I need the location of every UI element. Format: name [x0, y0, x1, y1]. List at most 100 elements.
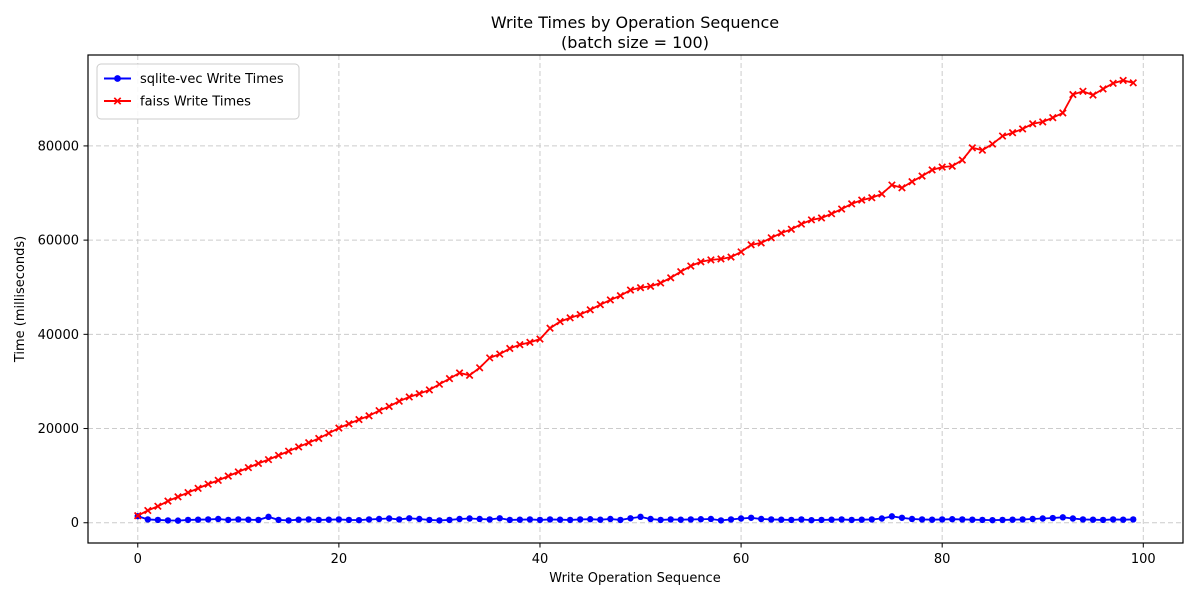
data-point-x [355, 415, 363, 424]
data-point-circle [154, 516, 162, 524]
data-point-circle [647, 515, 654, 523]
data-point-circle [235, 516, 242, 523]
data-point-x [576, 310, 584, 319]
x-tick-label: 80 [934, 552, 951, 567]
data-point-x [616, 291, 625, 300]
data-point-x [154, 502, 162, 511]
data-point-x [485, 354, 494, 362]
data-point-circle [1069, 515, 1077, 522]
data-point-x [837, 205, 846, 213]
data-point-x [566, 314, 574, 322]
data-point-circle [1089, 516, 1097, 523]
series-layer [133, 76, 1138, 524]
data-point-circle [788, 516, 795, 524]
data-point-circle [617, 516, 624, 524]
x-tick-label: 0 [134, 552, 142, 567]
data-point-circle [426, 516, 433, 524]
data-point-x [1008, 128, 1017, 137]
data-point-x [385, 402, 393, 411]
data-point-circle [1019, 516, 1026, 523]
data-point-x [1079, 87, 1087, 96]
data-point-circle [255, 516, 262, 524]
data-point-x [717, 255, 725, 263]
data-point-circle [204, 516, 212, 523]
data-point-circle [989, 516, 996, 524]
y-tick-label: 80000 [38, 139, 79, 154]
series-line [137, 515, 1134, 522]
data-point-x [888, 181, 896, 189]
data-point-circle [908, 515, 916, 523]
data-point-circle [416, 515, 423, 523]
data-point-x [546, 324, 554, 333]
data-point-x [948, 162, 957, 170]
data-point-x [857, 196, 866, 204]
data-point-circle [1029, 515, 1036, 523]
data-point-x [928, 166, 936, 174]
data-point-x [465, 371, 474, 380]
data-point-x [737, 248, 745, 256]
data-point-x [214, 476, 223, 485]
data-point-x [536, 335, 544, 343]
data-point-circle [506, 516, 514, 524]
data-point-x [1099, 85, 1107, 93]
data-point-circle [194, 516, 202, 523]
data-point-circle [828, 516, 835, 523]
data-point-x [516, 340, 524, 349]
data-point-circle [587, 516, 594, 523]
data-point-circle [305, 516, 312, 523]
y-tick-label: 20000 [38, 422, 79, 437]
data-point-x [666, 274, 675, 282]
data-point-circle [526, 516, 534, 523]
y-tick-label: 60000 [38, 234, 79, 249]
data-point-circle [375, 515, 383, 523]
data-point-x [435, 380, 444, 389]
data-point-x [707, 256, 715, 264]
data-point-x [234, 468, 243, 476]
data-point-circle [938, 516, 946, 523]
data-point-circle [516, 516, 524, 523]
data-point-x [345, 420, 353, 428]
data-point-circle [697, 516, 705, 523]
data-point-x [1069, 90, 1077, 99]
data-point-circle [265, 513, 272, 521]
data-point-circle [315, 516, 322, 524]
data-point-x [304, 438, 313, 447]
data-point-x [254, 459, 263, 468]
data-point-circle [184, 516, 192, 524]
data-point-x [1038, 118, 1047, 126]
data-point-x [455, 369, 464, 377]
data-point-x [978, 146, 987, 154]
data-point-x [1059, 109, 1067, 117]
data-point-circle [918, 516, 926, 523]
data-point-circle [667, 516, 674, 523]
data-point-circle [687, 516, 695, 523]
data-point-x [395, 397, 404, 406]
data-point-x [807, 216, 816, 224]
x-tick-label: 100 [1131, 552, 1156, 567]
data-point-circle [808, 516, 815, 524]
data-point-circle [486, 516, 493, 523]
data-point-circle [607, 515, 614, 523]
data-point-x [626, 286, 635, 294]
data-point-x [335, 424, 343, 432]
data-point-x [636, 283, 645, 292]
data-point-circle [295, 516, 302, 523]
legend-marker-circle-icon [114, 75, 121, 82]
data-point-circle [627, 515, 634, 522]
data-point-x [777, 229, 786, 237]
legend-marker-x-icon [113, 97, 122, 105]
data-point-x [787, 225, 796, 234]
data-point-x [224, 472, 233, 480]
data-point-x [164, 497, 172, 505]
data-point-circle [456, 515, 463, 523]
legend-label-sqlite-vec: sqlite-vec Write Times [140, 72, 284, 87]
data-point-x [475, 363, 484, 372]
data-point-circle [345, 516, 353, 524]
data-point-circle [727, 516, 735, 523]
legend-label-faiss: faiss Write Times [140, 95, 251, 110]
data-point-circle [466, 515, 473, 522]
data-point-circle [898, 514, 906, 521]
data-point-x [556, 317, 564, 326]
x-tick-label: 40 [532, 552, 549, 567]
